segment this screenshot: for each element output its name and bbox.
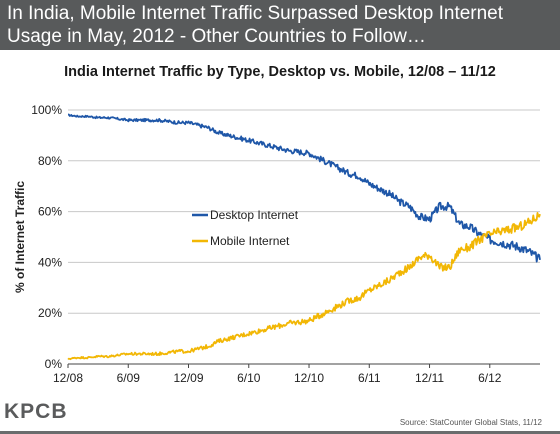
y-tick-label: 20% — [38, 306, 62, 320]
y-tick-label: 60% — [38, 205, 62, 219]
source-note: Source: StatCounter Global Stats, 11/12 — [399, 418, 542, 427]
x-tick-label: 6/10 — [237, 371, 261, 385]
series-line-desktop — [67, 113, 541, 263]
x-tick-label: 6/12 — [478, 371, 502, 385]
y-tick-label: 80% — [38, 154, 62, 168]
x-tick-label: 6/09 — [117, 371, 141, 385]
y-tick-label: 0% — [45, 357, 63, 371]
title-banner: In India, Mobile Internet Traffic Surpas… — [0, 0, 560, 50]
chart-title: India Internet Traffic by Type, Desktop … — [64, 64, 496, 80]
x-tick-label: 12/10 — [294, 371, 324, 385]
y-tick-label: 40% — [38, 255, 62, 269]
y-axis-label: % of Internet Traffic — [13, 181, 27, 293]
x-tick-label: 12/09 — [173, 371, 203, 385]
footer-rule — [0, 431, 560, 434]
legend-label-mobile: Mobile Internet — [210, 234, 290, 248]
kpcb-logo: KPCB — [4, 400, 68, 423]
x-tick-label: 12/11 — [415, 371, 444, 385]
slide-title: In India, Mobile Internet Traffic Surpas… — [7, 3, 504, 47]
x-tick-label: 6/11 — [358, 371, 381, 385]
x-tick-label: 12/08 — [53, 371, 83, 385]
y-tick-label: 100% — [31, 103, 62, 117]
series-line-mobile — [67, 211, 541, 361]
legend-label-desktop: Desktop Internet — [210, 208, 299, 222]
